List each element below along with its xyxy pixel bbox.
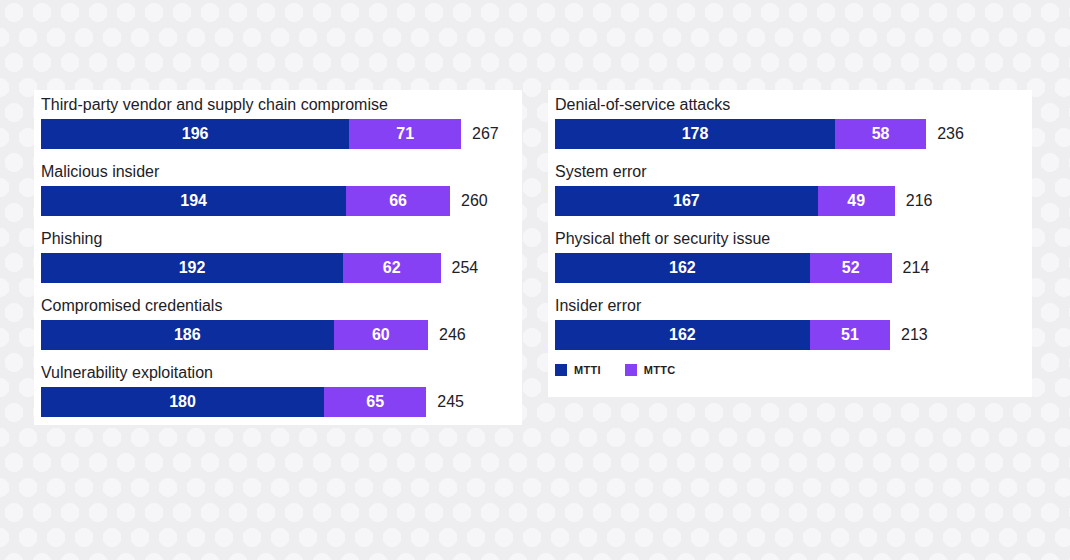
- mtti-value-label: 162: [669, 326, 696, 344]
- bar-row: Denial-of-service attacks 178 58 236: [555, 96, 1025, 149]
- mtti-bar-segment: 192: [41, 253, 343, 283]
- total-value-label: 246: [439, 326, 466, 344]
- total-value-label: 214: [903, 259, 930, 277]
- mtti-value-label: 194: [180, 192, 207, 210]
- mttc-bar-segment: 71: [349, 119, 461, 149]
- mttc-value-label: 62: [383, 259, 401, 277]
- total-value-label: 254: [452, 259, 479, 277]
- category-label: Malicious insider: [41, 163, 515, 180]
- mtti-value-label: 186: [174, 326, 201, 344]
- category-label: Denial-of-service attacks: [555, 96, 1025, 113]
- stacked-bar: 180 65 245: [41, 387, 515, 417]
- stacked-bar: 186 60 246: [41, 320, 515, 350]
- category-label: Compromised credentials: [41, 297, 515, 314]
- left-chart-rows: Third-party vendor and supply chain comp…: [41, 96, 515, 417]
- mtti-bar-segment: 186: [41, 320, 334, 350]
- legend-swatch-mtti: [555, 364, 567, 376]
- dotted-page-background: Third-party vendor and supply chain comp…: [0, 0, 1070, 560]
- category-label: Third-party vendor and supply chain comp…: [41, 96, 515, 113]
- mttc-bar-segment: 58: [835, 119, 926, 149]
- legend-label: MTTC: [644, 364, 676, 376]
- stacked-bar: 162 51 213: [555, 320, 1025, 350]
- mtti-bar-segment: 162: [555, 253, 810, 283]
- mttc-bar-segment: 51: [810, 320, 890, 350]
- right-chart-rows: Denial-of-service attacks 178 58 236 System …: [555, 96, 1025, 350]
- mtti-bar-segment: 194: [41, 186, 346, 216]
- mttc-bar-segment: 60: [334, 320, 428, 350]
- mttc-bar-segment: 52: [810, 253, 892, 283]
- bar-row: Insider error 162 51 213: [555, 297, 1025, 350]
- bar-row: Compromised credentials 186 60 246: [41, 297, 515, 350]
- mtti-value-label: 162: [669, 259, 696, 277]
- legend-item-mtti: MTTI: [555, 364, 601, 376]
- mttc-value-label: 51: [841, 326, 859, 344]
- legend-item-mttc: MTTC: [625, 364, 676, 376]
- mtti-bar-segment: 196: [41, 119, 349, 149]
- total-value-label: 216: [906, 192, 933, 210]
- stacked-bar: 192 62 254: [41, 253, 515, 283]
- mttc-value-label: 71: [396, 125, 414, 143]
- stacked-bar: 162 52 214: [555, 253, 1025, 283]
- mtti-value-label: 180: [169, 393, 196, 411]
- chart-card-right: Denial-of-service attacks 178 58 236 System …: [548, 90, 1032, 397]
- mtti-value-label: 167: [673, 192, 700, 210]
- stacked-bar: 167 49 216: [555, 186, 1025, 216]
- mtti-bar-segment: 162: [555, 320, 810, 350]
- stacked-bar: 178 58 236: [555, 119, 1025, 149]
- stacked-bar: 196 71 267: [41, 119, 515, 149]
- legend-swatch-mttc: [625, 364, 637, 376]
- mtti-bar-segment: 180: [41, 387, 324, 417]
- chart-card-left: Third-party vendor and supply chain comp…: [34, 90, 522, 425]
- mtti-value-label: 192: [179, 259, 206, 277]
- mttc-value-label: 60: [372, 326, 390, 344]
- mttc-value-label: 66: [389, 192, 407, 210]
- total-value-label: 213: [901, 326, 928, 344]
- total-value-label: 236: [937, 125, 964, 143]
- mttc-bar-segment: 66: [346, 186, 450, 216]
- category-label: Phishing: [41, 230, 515, 247]
- mttc-value-label: 65: [366, 393, 384, 411]
- mtti-bar-segment: 167: [555, 186, 818, 216]
- total-value-label: 245: [437, 393, 464, 411]
- mttc-value-label: 52: [842, 259, 860, 277]
- chart-legend: MTTI MTTC: [555, 364, 1025, 376]
- mttc-bar-segment: 49: [818, 186, 895, 216]
- category-label: Vulnerability exploitation: [41, 364, 515, 381]
- mtti-value-label: 178: [682, 125, 709, 143]
- bar-row: Malicious insider 194 66 260: [41, 163, 515, 216]
- total-value-label: 260: [461, 192, 488, 210]
- mttc-bar-segment: 62: [343, 253, 441, 283]
- mttc-bar-segment: 65: [324, 387, 426, 417]
- category-label: Physical theft or security issue: [555, 230, 1025, 247]
- category-label: System error: [555, 163, 1025, 180]
- mttc-value-label: 49: [847, 192, 865, 210]
- stacked-bar: 194 66 260: [41, 186, 515, 216]
- category-label: Insider error: [555, 297, 1025, 314]
- mtti-value-label: 196: [182, 125, 209, 143]
- mttc-value-label: 58: [872, 125, 890, 143]
- bar-row: Third-party vendor and supply chain comp…: [41, 96, 515, 149]
- mtti-bar-segment: 178: [555, 119, 835, 149]
- bar-row: System error 167 49 216: [555, 163, 1025, 216]
- bar-row: Physical theft or security issue 162 52 214: [555, 230, 1025, 283]
- total-value-label: 267: [472, 125, 499, 143]
- bar-row: Vulnerability exploitation 180 65 245: [41, 364, 515, 417]
- bar-row: Phishing 192 62 254: [41, 230, 515, 283]
- legend-label: MTTI: [574, 364, 601, 376]
